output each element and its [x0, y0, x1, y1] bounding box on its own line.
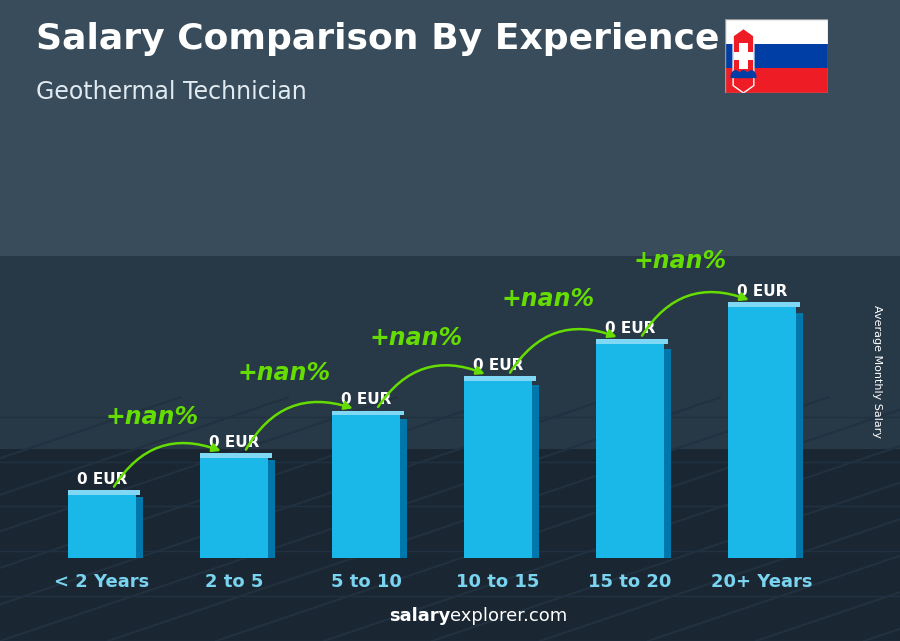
Text: 2 to 5: 2 to 5	[205, 573, 263, 592]
Bar	[0, 256, 900, 449]
Bar	[724, 44, 828, 69]
Text: Salary Comparison By Experience: Salary Comparison By Experience	[36, 22, 719, 56]
Bar	[400, 419, 407, 558]
Text: 15 to 20: 15 to 20	[589, 573, 671, 592]
Text: 0 EUR: 0 EUR	[472, 358, 523, 373]
Polygon shape	[734, 28, 754, 93]
Bar	[464, 376, 536, 381]
Bar	[728, 303, 800, 307]
Bar	[796, 313, 803, 558]
Polygon shape	[739, 71, 748, 78]
Bar	[0, 449, 900, 641]
Text: salary: salary	[389, 607, 450, 625]
Bar	[728, 307, 796, 558]
Text: Geothermal Technician: Geothermal Technician	[36, 80, 307, 104]
Polygon shape	[731, 71, 740, 78]
Bar	[268, 460, 275, 558]
Text: 0 EUR: 0 EUR	[76, 472, 127, 487]
Text: +nan%: +nan%	[501, 287, 595, 312]
Text: 0 EUR: 0 EUR	[605, 321, 655, 336]
Bar	[200, 453, 272, 458]
Bar	[464, 381, 532, 558]
Bar	[332, 415, 400, 558]
Text: 0 EUR: 0 EUR	[209, 435, 259, 450]
Bar	[532, 385, 539, 558]
Text: +nan%: +nan%	[105, 406, 199, 429]
Text: 20+ Years: 20+ Years	[711, 573, 813, 592]
Text: explorer.com: explorer.com	[450, 607, 567, 625]
Text: 10 to 15: 10 to 15	[456, 573, 540, 592]
Bar	[664, 349, 671, 558]
Text: +nan%: +nan%	[238, 362, 330, 385]
Bar	[724, 69, 828, 93]
Text: +nan%: +nan%	[370, 326, 463, 350]
Text: 0 EUR: 0 EUR	[737, 284, 788, 299]
Text: 5 to 10: 5 to 10	[330, 573, 401, 592]
Bar	[136, 497, 143, 558]
Bar	[596, 340, 668, 344]
Bar	[724, 19, 828, 44]
Bar	[0, 0, 900, 256]
Bar	[596, 344, 664, 558]
Bar	[68, 495, 136, 558]
Text: 0 EUR: 0 EUR	[341, 392, 392, 407]
Text: Average Monthly Salary: Average Monthly Salary	[872, 305, 883, 438]
Bar	[734, 52, 752, 60]
Bar	[68, 490, 140, 495]
Bar	[739, 43, 748, 69]
Bar	[332, 411, 404, 415]
Bar	[200, 458, 268, 558]
Polygon shape	[747, 71, 756, 78]
Text: < 2 Years: < 2 Years	[54, 573, 149, 592]
Text: +nan%: +nan%	[634, 249, 726, 273]
